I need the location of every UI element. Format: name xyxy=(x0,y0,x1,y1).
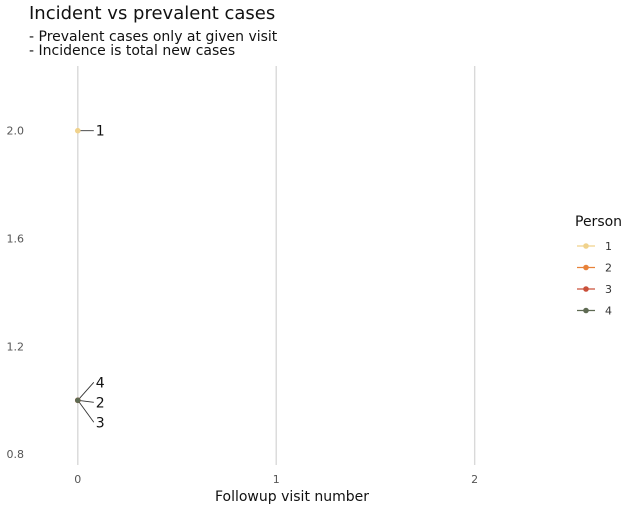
label-leader-3 xyxy=(77,400,95,423)
chart-subtitle-line-2: - Incidence is total new cases xyxy=(29,43,235,59)
legend-label-2: 2 xyxy=(605,262,612,275)
point-person-4 xyxy=(74,397,81,404)
x-axis-title: Followup visit number xyxy=(215,489,369,505)
legend-label-4: 4 xyxy=(605,305,612,318)
y-tick-label-2.0: 2.0 xyxy=(7,125,25,138)
data-points: 1 2 3 4 xyxy=(74,124,105,431)
x-tick-label-0: 0 xyxy=(74,473,81,486)
legend-label-3: 3 xyxy=(605,283,612,296)
point-label-4: 4 xyxy=(96,375,105,391)
label-leader-4 xyxy=(77,381,95,401)
grid-lines xyxy=(77,66,476,465)
point-label-1: 1 xyxy=(96,124,105,140)
point-label-2: 2 xyxy=(96,395,105,411)
legend-label-1: 1 xyxy=(605,240,612,253)
chart-title: Incident vs prevalent cases xyxy=(29,3,275,24)
legend-swatch-4 xyxy=(583,307,589,314)
y-axis-ticks: 0.8 1.2 1.6 2.0 xyxy=(7,125,25,462)
legend: Person 1 2 3 4 xyxy=(575,214,622,318)
chart-subtitle-line-1: - Prevalent cases only at given visit xyxy=(29,29,278,45)
x-tick-label-1: 1 xyxy=(273,473,280,486)
point-label-3: 3 xyxy=(96,415,105,431)
x-tick-label-2: 2 xyxy=(471,473,478,486)
y-tick-label-0.8: 0.8 xyxy=(7,448,25,461)
legend-swatch-3 xyxy=(583,286,589,292)
legend-swatch-1 xyxy=(583,243,589,249)
legend-swatch-2 xyxy=(583,264,589,271)
y-tick-label-1.6: 1.6 xyxy=(7,233,25,246)
y-tick-label-1.2: 1.2 xyxy=(7,340,25,353)
legend-title: Person xyxy=(575,214,622,230)
x-axis-ticks: 0 1 2 xyxy=(74,473,478,486)
point-person-1 xyxy=(74,127,81,134)
